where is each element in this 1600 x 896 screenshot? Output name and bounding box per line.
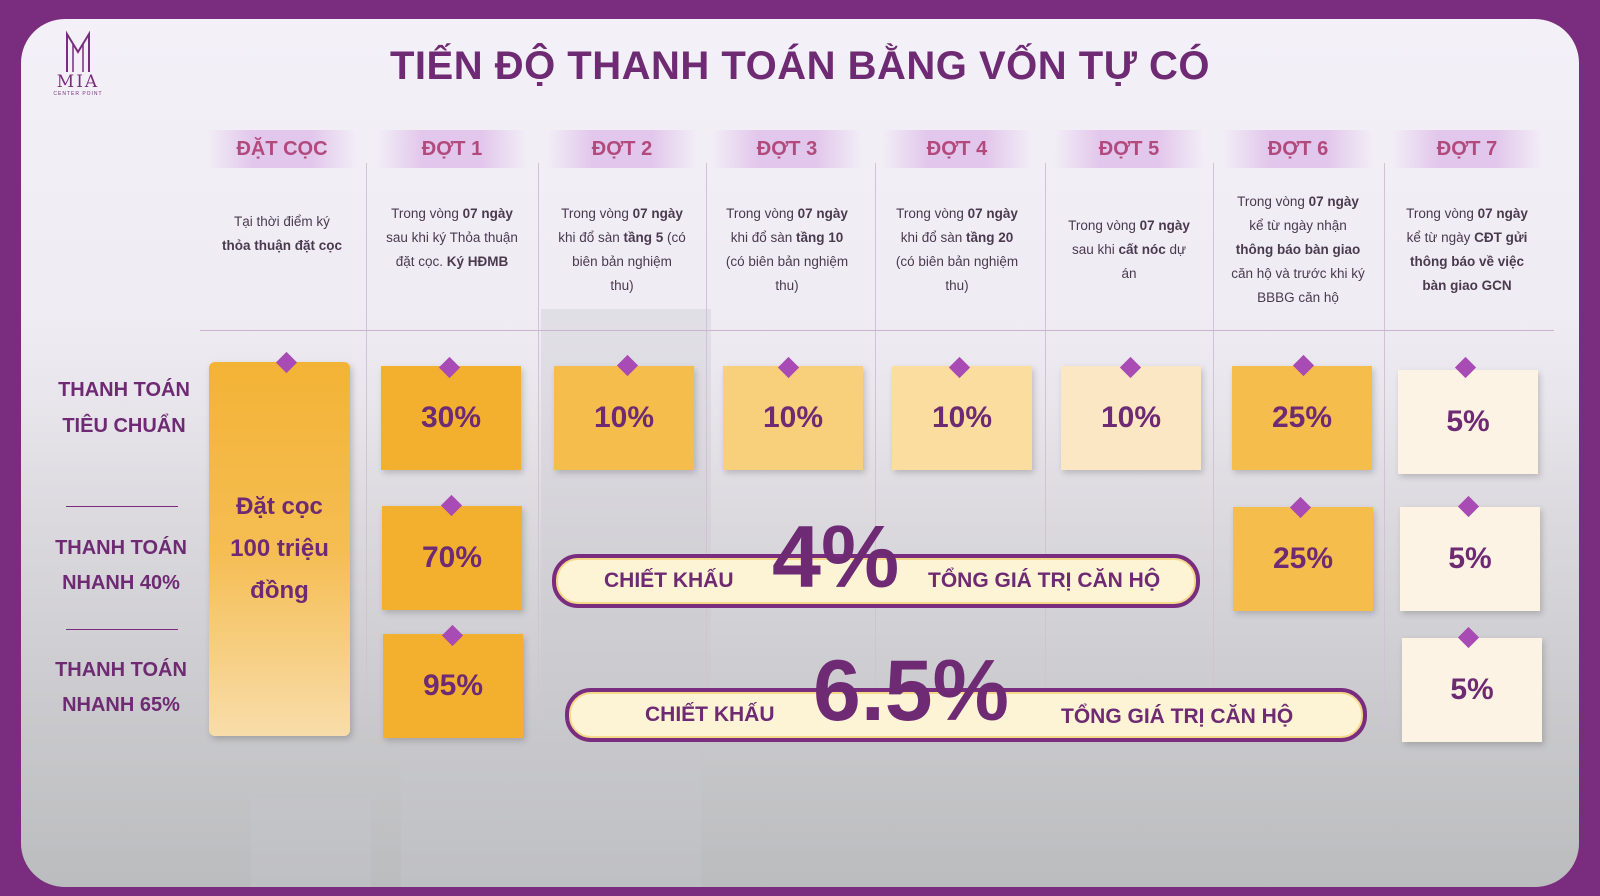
column-head-dot-7: ĐỢT 7 bbox=[1392, 130, 1542, 168]
column-divider bbox=[538, 163, 539, 730]
column-divider bbox=[1213, 163, 1214, 730]
discount-4-suffix: TỔNG GIÁ TRỊ CĂN HỘ bbox=[928, 569, 1161, 592]
header-divider bbox=[200, 330, 1554, 331]
logo-name: MIA bbox=[56, 72, 100, 92]
column-head-dot-5: ĐỢT 5 bbox=[1054, 130, 1204, 168]
column-head-dot-6: ĐỢT 6 bbox=[1223, 130, 1373, 168]
discount-65-suffix: TỔNG GIÁ TRỊ CĂN HỘ bbox=[1061, 705, 1294, 728]
standard-dot-3-box: 10% bbox=[723, 366, 863, 470]
standard-dot-4-box: 10% bbox=[892, 366, 1032, 470]
column-divider bbox=[875, 163, 876, 730]
column-head-dot-4: ĐỢT 4 bbox=[882, 130, 1032, 168]
row-label-fast-65: THANH TOÁN NHANH 65% bbox=[55, 659, 187, 716]
standard-dot-6-box: 25% bbox=[1232, 366, 1372, 470]
column-divider bbox=[1384, 163, 1385, 730]
row-label-standard: THANH TOÁN TIÊU CHUẨN bbox=[58, 379, 190, 437]
column-desc-dat-coc: Tại thời điểm ký thỏa thuận đặt cọc bbox=[221, 214, 342, 253]
row-separator bbox=[66, 629, 178, 630]
discount-65-value: 6.5% bbox=[813, 643, 1010, 739]
fast40-dot-7-box: 5% bbox=[1400, 507, 1540, 611]
background-building bbox=[251, 799, 371, 887]
discount-65-label: CHIẾT KHẤU bbox=[645, 703, 775, 726]
column-desc-dot-5: Trong vòng 07 ngày sau khi cất nóc dự án bbox=[1068, 218, 1190, 281]
column-head-dot-3: ĐỢT 3 bbox=[712, 130, 862, 168]
column-head-dat-coc: ĐẶT CỌC bbox=[207, 130, 357, 168]
column-desc-dot-7: Trong vòng 07 ngày kể từ ngày CĐT gửi thôn… bbox=[1406, 206, 1528, 293]
column-divider bbox=[706, 163, 707, 730]
discount-4-value: 4% bbox=[772, 507, 900, 606]
standard-dot-7-box: 5% bbox=[1398, 370, 1538, 474]
page-title: TIẾN ĐỘ THANH TOÁN BẰNG VỐN TỰ CÓ bbox=[389, 44, 1211, 88]
column-divider bbox=[1045, 163, 1046, 730]
fast65-dot-1-box: 95% bbox=[383, 634, 523, 738]
row-separator bbox=[66, 506, 178, 507]
standard-dot-5-box: 10% bbox=[1061, 366, 1201, 470]
fast65-dot-7-box: 5% bbox=[1402, 638, 1542, 742]
standard-dot-2-box: 10% bbox=[554, 366, 694, 470]
column-divider bbox=[366, 163, 367, 730]
discount-4-label: CHIẾT KHẤU bbox=[604, 569, 734, 592]
discount-4-banner: CHIẾT KHẤU 4% TỔNG GIÁ TRỊ CĂN HỘ bbox=[552, 507, 1200, 608]
logo: MIA CENTER POINT bbox=[48, 30, 108, 110]
row-label-fast-40: THANH TOÁN NHANH 40% bbox=[55, 537, 187, 594]
background-building bbox=[401, 719, 701, 887]
column-desc-dot-2: Trong vòng 07 ngày khi đổ sàn tầng 5 (có b… bbox=[558, 206, 686, 293]
fast40-dot-6-box: 25% bbox=[1233, 507, 1373, 611]
discount-65-banner: CHIẾT KHẤU 6.5% TỔNG GIÁ TRỊ CĂN HỘ bbox=[565, 643, 1367, 742]
column-head-dot-2: ĐỢT 2 bbox=[547, 130, 697, 168]
column-desc-dot-1: Trong vòng 07 ngày sau khi ký Thỏa thuận đ… bbox=[386, 206, 518, 269]
logo-tagline: CENTER POINT bbox=[53, 91, 103, 97]
column-head-dot-1: ĐỢT 1 bbox=[377, 130, 527, 168]
column-desc-dot-3: Trong vòng 07 ngày khi đổ sàn tầng 10 (có … bbox=[725, 206, 849, 293]
column-desc-dot-6: Trong vòng 07 ngày kể từ ngày nhận thông b… bbox=[1231, 194, 1365, 305]
deposit-box: Đặt cọc 100 triệu đồng bbox=[209, 362, 350, 736]
logo-mark-icon bbox=[66, 30, 90, 72]
column-desc-dot-4: Trong vòng 07 ngày khi đổ sàn tầng 20 (có … bbox=[895, 206, 1019, 293]
fast40-dot-1-box: 70% bbox=[382, 506, 522, 610]
standard-dot-1-box: 30% bbox=[381, 366, 521, 470]
